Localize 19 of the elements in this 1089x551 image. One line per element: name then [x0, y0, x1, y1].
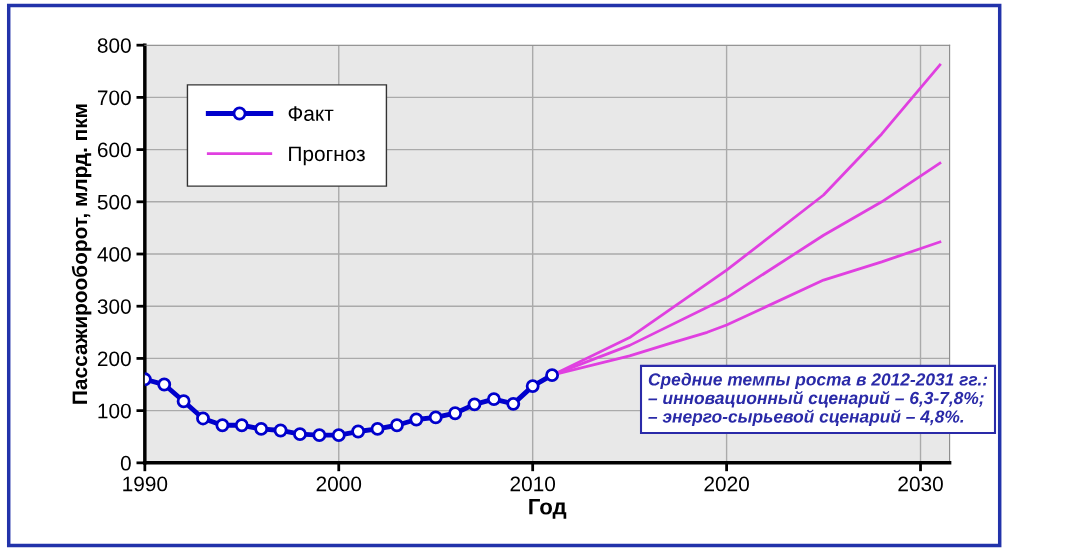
legend-label: Прогноз: [289, 146, 365, 166]
x-axis-title: Год: [529, 499, 567, 519]
annotation: Средние темпы роста в 2012-2031 гг.: – инновационный сценарий – 6,3-7,8%; – энерго-сырьевой сценарий – 4,8%.: [648, 372, 988, 427]
y-tick-label: 800: [97, 38, 131, 53]
y-tick-label: 500: [97, 194, 131, 210]
y-tick-label: 400: [97, 247, 131, 262]
y-axis-title: Пассажирооборот, млрд. пкм: [71, 104, 92, 404]
legend-label: Факт: [288, 106, 334, 121]
y-tick-label: 0: [120, 455, 131, 471]
x-tick-label: 2030: [898, 476, 943, 492]
y-tick-label: 200: [97, 351, 131, 367]
x-tick-label: 2000: [316, 476, 362, 492]
y-tick-label: 300: [97, 299, 131, 314]
y-tick-label: 700: [97, 90, 131, 106]
x-tick-label: 2010: [510, 476, 556, 492]
y-tick-label: 600: [97, 142, 131, 158]
x-tick-label: 2020: [704, 476, 749, 492]
y-tick-label: 100: [98, 403, 131, 419]
x-tick-label: 1990: [123, 476, 168, 492]
